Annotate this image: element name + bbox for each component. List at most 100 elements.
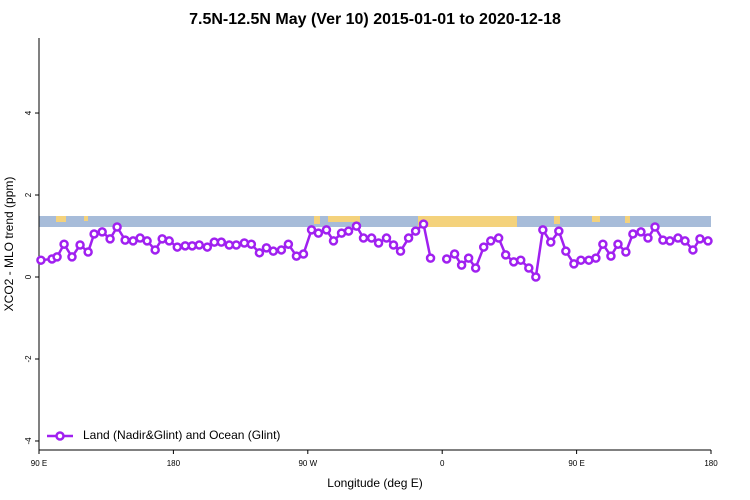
data-point [554,226,564,236]
data-point [441,254,452,264]
data-point [283,239,294,249]
land-ocean-strip [39,216,711,227]
data-point [105,234,115,244]
data-point [321,225,332,235]
data-point [665,236,675,246]
data-point [142,236,152,246]
x-tick-label: 90 E [31,459,47,468]
data-point [524,263,534,273]
data-point [456,260,467,270]
y-tick-label: -2 [24,355,33,363]
series-line [40,221,709,281]
y-tick-label: 0 [24,274,33,279]
data-point [216,237,227,247]
data-point [688,245,698,255]
data-point [613,239,623,249]
data-point [546,237,556,247]
data-point [515,255,526,265]
chart-title: 7.5N-12.5N May (Ver 10) 2015-01-01 to 20… [189,11,561,28]
land-strip [56,216,66,222]
data-point [636,227,646,237]
data-point [343,226,354,236]
data-point [531,272,541,282]
data-point [493,233,504,243]
data-point [164,236,174,246]
data-point [388,240,399,250]
data-point [112,222,122,232]
ocean-strip [39,216,711,227]
data-point [36,255,46,265]
land-strip [418,216,517,227]
data-point [680,236,690,246]
data-point [358,233,369,243]
land-strip [625,216,630,223]
y-axis-label: XCO2 - MLO trend (ppm) [2,177,16,312]
data-point [449,249,460,259]
y-tick-label: 2 [24,192,33,197]
land-strip [84,216,88,221]
data-point [246,239,257,249]
data-point [381,233,392,243]
data-point [328,236,339,246]
data-point [268,246,279,256]
data-point [373,238,384,248]
data-point [703,236,713,246]
data-point [576,255,586,265]
data-point [59,239,69,249]
y-tick-label: -4 [24,437,33,445]
data-point [52,252,62,262]
data-point [83,247,93,257]
x-tick-label: 180 [167,459,181,468]
data-point [351,221,362,231]
data-point [500,250,511,260]
data-point [621,247,631,257]
x-tick-label: 0 [440,459,445,468]
data-point [276,245,287,255]
data-point [643,233,653,243]
data-point [410,226,421,236]
data-point [695,234,705,244]
data-point [67,252,77,262]
x-tick-label: 90 W [298,459,317,468]
data-point [366,233,377,243]
x-tick-label: 180 [704,459,718,468]
data-point [463,253,474,263]
data-point [598,239,608,249]
y-tick-label: 4 [24,110,33,115]
data-point [478,242,489,252]
legend-label: Land (Nadir&Glint) and Ocean (Glint) [83,428,280,442]
data-point [298,249,309,259]
land-strip [328,216,360,222]
data-point [418,219,429,229]
data-point [254,248,265,258]
data-point [75,240,85,250]
data-point [561,246,571,256]
data-point [172,242,183,252]
data-point [395,246,406,256]
x-tick-label: 90 E [568,459,584,468]
legend-marker [55,431,65,441]
x-axis-label: Longitude (deg E) [327,476,422,490]
data-point [591,253,601,263]
land-strip [592,216,600,222]
data-point [120,235,130,245]
data-point [606,251,616,261]
data-point [313,228,324,238]
data-point [485,236,496,246]
data-point [425,253,436,263]
data-point [89,229,99,239]
data-point [150,245,160,255]
data-point [470,263,481,273]
data-point [202,242,213,252]
data-point [231,240,242,250]
data-point [650,222,660,232]
data-point [628,229,638,239]
data-point [538,225,548,235]
data-point [403,233,414,243]
data-point [97,227,107,237]
land-strip [314,216,320,224]
data-point [569,259,579,269]
data-point [194,240,204,250]
land-strip [554,216,560,224]
